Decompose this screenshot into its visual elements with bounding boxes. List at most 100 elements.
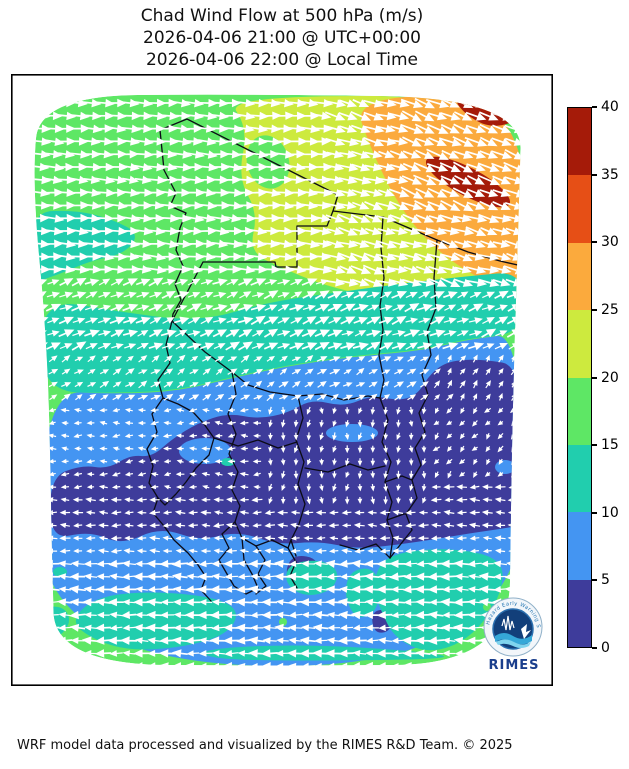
wind-arrow	[300, 252, 320, 261]
wind-arrow	[403, 560, 418, 568]
wind-arrow	[184, 623, 201, 632]
wind-arrow	[467, 252, 485, 261]
wind-arrow	[201, 535, 211, 541]
wind-arrow	[227, 368, 238, 375]
wind-arrow	[226, 279, 239, 286]
wind-arrow	[212, 650, 225, 657]
wind-arrow	[239, 291, 252, 299]
wind-arrow	[391, 624, 405, 632]
wind-arrow	[248, 111, 269, 121]
wind-arrow	[367, 535, 377, 541]
wind-arrow	[261, 661, 278, 666]
wind-arrow	[122, 624, 136, 631]
wind-arrow	[132, 188, 154, 197]
wind-arrow	[288, 162, 306, 172]
wind-arrow	[286, 137, 308, 146]
wind-arrow	[434, 432, 440, 441]
wind-arrow	[344, 432, 350, 441]
wind-arrow	[447, 379, 453, 389]
wind-arrow	[280, 432, 286, 441]
wind-arrow	[35, 393, 46, 401]
wind-arrow	[223, 252, 243, 261]
wind-arrow	[72, 330, 86, 337]
wind-arrow	[326, 175, 345, 185]
wind-arrow	[222, 662, 240, 666]
wind-arrow	[110, 535, 122, 541]
wind-arrow	[405, 317, 419, 324]
wind-arrow	[306, 419, 312, 428]
wind-arrow	[239, 407, 249, 413]
wind-arrow	[136, 342, 149, 350]
wind-arrow	[43, 649, 60, 658]
wind-arrow	[288, 662, 302, 666]
wind-arrow	[363, 278, 384, 287]
wind-arrow	[70, 662, 85, 666]
wind-arrow	[186, 226, 203, 236]
wind-arrow	[465, 214, 488, 223]
wind-arrow	[147, 213, 166, 223]
wind-arrow	[454, 174, 473, 185]
wind-arrow	[383, 496, 388, 505]
wind-arrow	[59, 343, 73, 350]
wind-arrow	[293, 496, 299, 505]
wind-arrow	[214, 446, 223, 452]
wind-arrow	[511, 471, 517, 478]
wind-arrow	[444, 548, 454, 554]
wind-arrow	[161, 342, 176, 350]
wind-arrow	[225, 303, 241, 313]
wind-arrow	[405, 291, 418, 299]
wind-arrow	[137, 407, 146, 413]
wind-arrow	[86, 548, 95, 554]
wind-arrow	[368, 355, 379, 363]
wind-arrow	[453, 278, 474, 287]
wind-arrow	[498, 380, 504, 388]
wind-arrow	[277, 548, 288, 554]
wind-arrow	[405, 548, 416, 554]
wind-arrow	[376, 99, 397, 108]
wind-arrow	[138, 458, 146, 464]
wind-arrow	[420, 356, 429, 362]
colorbar-segment-25-30	[568, 242, 591, 311]
wind-arrow	[98, 535, 108, 541]
wind-arrow	[388, 572, 406, 581]
wind-arrow	[122, 303, 139, 312]
wind-arrow	[339, 662, 354, 666]
wind-arrow	[83, 560, 98, 568]
wind-arrow	[253, 368, 264, 375]
wind-arrow	[413, 162, 436, 173]
wind-arrow	[415, 598, 431, 607]
wind-arrow	[352, 303, 369, 312]
wind-arrow	[266, 355, 276, 362]
wind-arrow	[228, 381, 237, 388]
wind-arrow	[35, 458, 44, 464]
wind-arrow	[112, 433, 121, 438]
wind-arrow	[99, 459, 108, 464]
wind-arrow	[48, 484, 57, 490]
wind-arrow	[35, 433, 44, 439]
colorbar-tick-label: 20	[601, 369, 619, 386]
wind-arrow	[427, 201, 448, 211]
wind-arrow	[341, 522, 352, 528]
wind-arrow	[469, 484, 480, 490]
wind-arrow	[174, 509, 186, 516]
wind-arrow	[418, 330, 431, 337]
wind-arrow	[183, 239, 206, 249]
wind-arrow	[303, 535, 313, 541]
colorbar-segment-30-35	[568, 175, 591, 243]
wind-arrow	[478, 572, 496, 581]
wind-arrow	[250, 239, 267, 249]
wind-arrow	[429, 303, 446, 312]
wind-arrow	[34, 560, 46, 568]
wind-arrow	[293, 432, 299, 441]
wind-arrow	[303, 522, 313, 529]
wind-arrow	[327, 329, 343, 338]
wind-arrow	[261, 610, 278, 620]
page-title: Chad Wind Flow at 500 hPa (m/s)	[140, 6, 424, 26]
wind-arrow	[275, 137, 293, 146]
wind-arrow	[416, 560, 431, 568]
wind-arrow	[249, 265, 269, 274]
wind-arrow	[288, 560, 302, 568]
wind-arrow	[267, 368, 275, 375]
wind-arrow	[69, 572, 85, 581]
wind-arrow	[224, 585, 239, 593]
